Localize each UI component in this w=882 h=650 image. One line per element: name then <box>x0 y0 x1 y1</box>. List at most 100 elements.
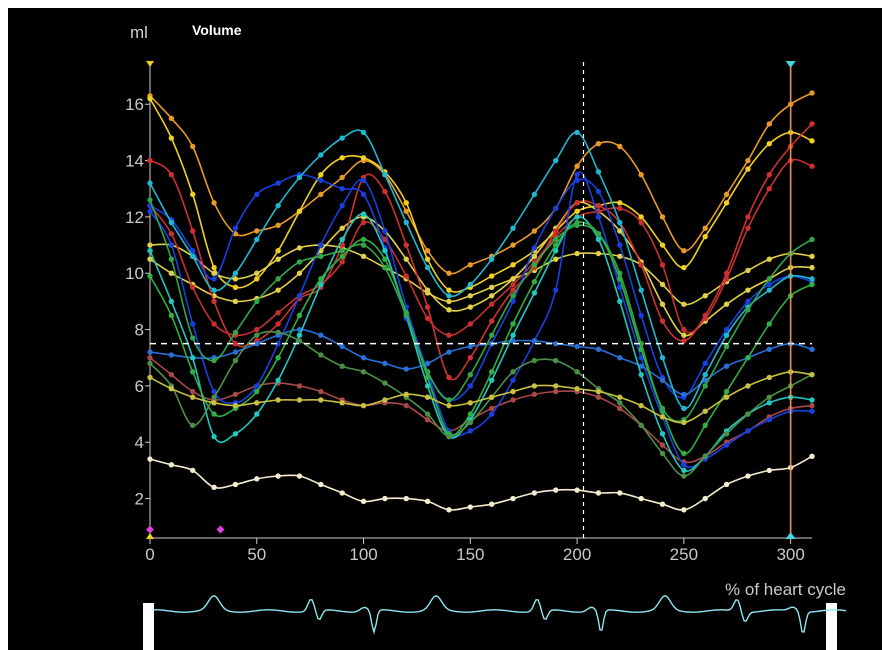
series-point <box>318 397 324 403</box>
series-point <box>168 371 175 378</box>
series-point <box>467 355 474 361</box>
series-point <box>446 402 452 409</box>
series-point <box>553 205 559 212</box>
series-point <box>318 242 324 248</box>
series-point <box>360 498 367 505</box>
series-point <box>681 419 687 426</box>
series-point <box>595 250 602 257</box>
series-point <box>318 253 324 260</box>
series-point <box>339 225 345 231</box>
series-point <box>681 264 687 271</box>
cursor-top-marker <box>785 61 796 68</box>
series-point <box>723 301 730 307</box>
series-10 <box>147 129 815 412</box>
series-point <box>190 355 196 361</box>
series-point <box>510 397 516 403</box>
x-tick-label: 300 <box>776 545 804 564</box>
series-point <box>403 312 409 319</box>
series-point <box>275 377 281 383</box>
series-point <box>681 248 687 254</box>
series-point <box>360 402 367 409</box>
series-point <box>275 340 281 347</box>
series-point <box>168 219 175 226</box>
series-point <box>382 228 388 234</box>
series-point <box>553 248 559 254</box>
series-point <box>617 400 623 406</box>
series-point <box>232 225 239 231</box>
series-point <box>147 273 153 279</box>
series-point <box>211 276 217 282</box>
series-point <box>745 267 751 274</box>
series-point <box>360 369 367 375</box>
series-point <box>168 270 175 276</box>
series-point <box>510 287 516 293</box>
series-point <box>617 405 623 412</box>
series-point <box>360 155 367 161</box>
series-point <box>574 386 580 392</box>
series-point <box>190 143 196 150</box>
series-point <box>745 307 751 313</box>
series-point <box>403 273 409 279</box>
series-point <box>702 495 708 502</box>
series-point <box>424 360 431 367</box>
series-point <box>595 236 602 243</box>
series-point <box>510 298 516 305</box>
series-point <box>681 462 687 468</box>
series-point <box>446 298 452 305</box>
series-point <box>467 304 474 310</box>
series-point <box>339 259 345 265</box>
series-point <box>488 301 495 307</box>
series-point <box>553 242 559 248</box>
ecg-left-bracket <box>143 603 154 650</box>
series-point <box>446 270 452 276</box>
series-point <box>360 191 367 198</box>
series-point <box>766 321 772 327</box>
series-point <box>531 357 538 364</box>
series-point <box>424 248 431 254</box>
series-point <box>168 298 175 305</box>
series-point <box>382 236 388 243</box>
series-point <box>360 355 367 361</box>
series-point <box>617 143 623 150</box>
series-point <box>147 456 153 462</box>
y-tick-label: 2 <box>135 490 144 509</box>
series-point <box>360 129 367 136</box>
series-point <box>446 349 452 355</box>
series-point <box>339 135 345 141</box>
series-point <box>510 377 516 383</box>
series-point <box>190 335 196 341</box>
series-point <box>424 498 431 505</box>
series-point <box>809 264 815 271</box>
series-point <box>595 394 602 400</box>
series-point <box>403 256 409 262</box>
series-point <box>488 293 495 299</box>
series-point <box>617 490 623 496</box>
series-point <box>147 157 153 164</box>
series-point <box>595 214 602 220</box>
series-point <box>531 245 538 251</box>
series-7 <box>147 171 815 403</box>
series-point <box>809 121 815 127</box>
series-point <box>168 386 175 392</box>
series-point <box>467 343 474 350</box>
series-point <box>254 400 260 406</box>
series-point <box>702 371 708 378</box>
series-point <box>681 326 687 333</box>
series-point <box>446 287 452 293</box>
x-tick-label: 200 <box>563 545 591 564</box>
series-point <box>659 301 666 307</box>
series-point <box>766 171 772 178</box>
series-point <box>147 95 153 102</box>
series-point <box>553 357 559 364</box>
series-point <box>809 402 815 409</box>
series-point <box>702 360 708 367</box>
series-12 <box>147 219 815 457</box>
series-point <box>766 276 772 282</box>
series-point <box>745 225 751 231</box>
series-point <box>467 383 474 389</box>
series-point <box>168 352 175 358</box>
start-top-marker <box>146 61 154 67</box>
series-point <box>681 405 687 412</box>
series-point <box>659 262 666 268</box>
